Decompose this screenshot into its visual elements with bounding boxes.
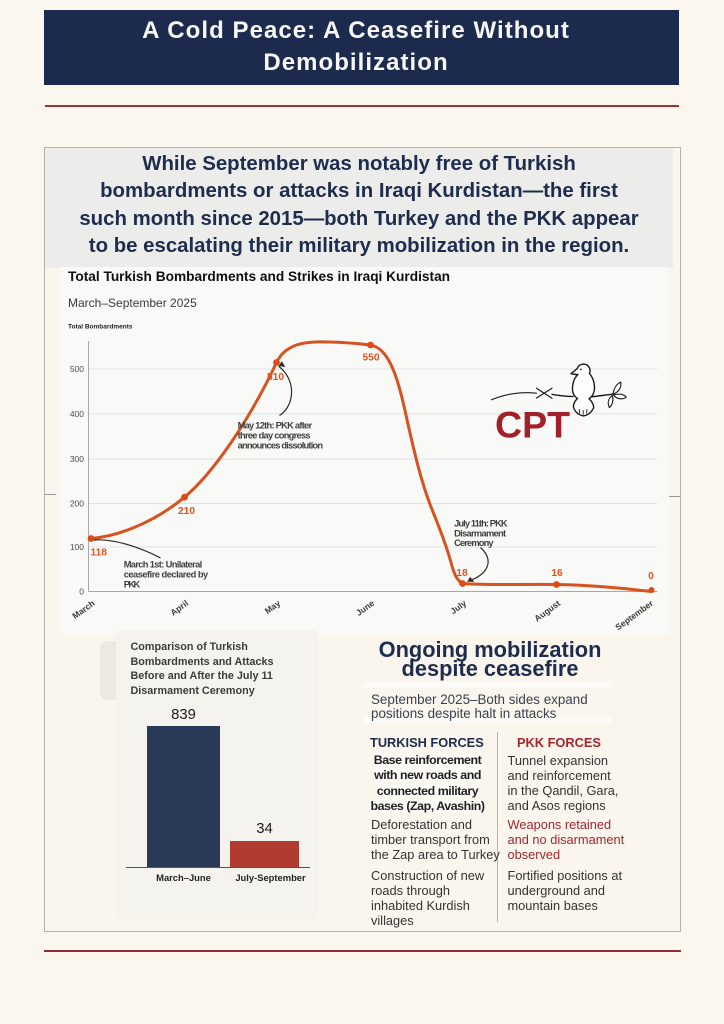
svg-text:CPT: CPT [495, 404, 570, 446]
svg-text:July: July [448, 598, 468, 616]
svg-text:ceasefire declared by: ceasefire declared by [124, 570, 209, 580]
svg-text:September: September [613, 598, 655, 633]
svg-text:210: 210 [178, 506, 195, 517]
svg-text:three day congress: three day congress [238, 431, 311, 441]
svg-text:100: 100 [70, 542, 84, 552]
svg-text:March–September 2025: March–September 2025 [68, 296, 197, 310]
svg-text:Ceremony: Ceremony [454, 538, 494, 548]
svg-text:August: August [532, 598, 562, 624]
svg-text:200: 200 [70, 499, 84, 509]
svg-text:Disarmament: Disarmament [454, 528, 506, 538]
svg-text:Total Turkish Bombardments and: Total Turkish Bombardments and Strikes i… [68, 269, 450, 284]
svg-text:16: 16 [551, 568, 563, 579]
svg-text:118: 118 [91, 548, 108, 559]
svg-text:500: 500 [70, 364, 84, 374]
svg-text:PKK: PKK [124, 580, 141, 590]
svg-text:March: March [70, 598, 96, 621]
svg-text:0: 0 [648, 571, 654, 582]
svg-text:0: 0 [79, 587, 84, 597]
svg-text:510: 510 [267, 372, 284, 383]
svg-text:Total Bombardments: Total Bombardments [68, 324, 133, 331]
svg-text:550: 550 [363, 353, 380, 364]
svg-text:announces dissolution: announces dissolution [238, 441, 324, 451]
svg-text:July 11th: PKK: July 11th: PKK [454, 518, 508, 528]
svg-text:300: 300 [70, 454, 84, 464]
svg-text:400: 400 [70, 409, 84, 419]
svg-text:May 12th: PKK after: May 12th: PKK after [238, 421, 313, 431]
svg-text:March 1st: Unilateral: March 1st: Unilateral [124, 560, 203, 570]
svg-text:May: May [263, 598, 283, 616]
svg-text:June: June [354, 598, 376, 618]
svg-text:18: 18 [456, 568, 468, 579]
svg-text:April: April [168, 598, 190, 618]
